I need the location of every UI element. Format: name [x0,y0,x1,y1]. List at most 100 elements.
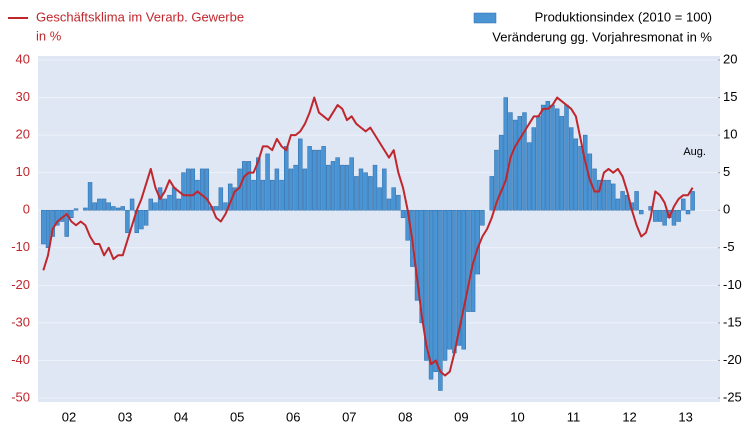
bar [601,179,607,211]
bar [639,209,644,215]
plot-area [38,56,720,402]
bar [50,209,55,237]
bar [611,183,616,211]
bar [83,207,88,211]
bar [382,168,387,211]
bar [55,209,60,226]
bar [176,198,182,211]
x-tick-label: 10 [510,409,524,424]
line [42,96,694,377]
y-tick-label: 20 [16,127,30,142]
y2-tick-label: -20 [723,352,742,367]
bar [41,209,46,245]
bar [185,168,191,211]
bar [634,191,639,211]
bar [279,179,284,211]
bar [480,209,485,226]
bar [690,191,695,211]
bar [204,168,210,211]
bar [190,168,196,211]
bar [582,134,588,211]
y-tick-label: -10 [11,239,30,254]
bar [73,208,79,211]
y2-axis-label: Veränderung gg. Vorjahresmonat in % [492,29,712,44]
x-tick-label: 13 [678,409,692,424]
bar [615,198,621,211]
bar [241,161,247,211]
bar [106,202,111,211]
y-tick-label: -30 [11,314,30,329]
bar [349,157,354,211]
y-axis-label: in % [36,28,62,43]
bar [676,209,681,222]
bar [391,187,396,211]
bar [657,209,663,222]
bar [129,198,135,211]
bar [428,209,434,380]
y-tick-label: 0 [23,202,30,217]
bar [671,209,677,226]
bar [260,179,266,211]
bar [335,157,340,211]
bar [288,168,294,211]
y2-tick-label: -15 [723,314,742,329]
bar [550,104,555,211]
x-tick-label: 03 [118,409,132,424]
bar [419,209,424,324]
bar [461,209,466,350]
bar [358,168,364,211]
bar [372,164,378,211]
bar [489,176,494,211]
bar [452,209,457,354]
bar [559,116,565,211]
bar [536,116,541,211]
y-tick-label: -20 [11,277,30,292]
legend-swatch [473,12,497,24]
bar [148,198,153,211]
bar [64,209,69,237]
bar [293,164,298,211]
bar [662,209,667,226]
bar [246,161,252,211]
bar [363,172,368,211]
bar [578,146,583,211]
bar [115,207,121,211]
bar [167,194,172,211]
bar [456,209,462,346]
bar [171,187,177,211]
bar [354,176,359,211]
bar [125,209,130,234]
bar [181,172,186,211]
bar [298,138,303,211]
bar [681,198,686,211]
bar [568,127,574,211]
bar [139,209,144,230]
bar [597,179,602,211]
bar [466,209,471,312]
bar [564,104,569,211]
bar [223,202,228,211]
bar [685,209,691,215]
bar [522,112,527,211]
bar [256,157,261,211]
bar [442,209,448,361]
bar [218,187,224,211]
bar [199,168,205,211]
bar [433,209,438,372]
y-tick-label: 30 [16,89,30,104]
y2-tick-label: 10 [723,127,737,142]
bar [531,127,537,211]
y-tick-label: 10 [16,164,30,179]
bar [386,198,392,211]
bar [340,164,345,211]
bar [251,179,256,211]
x-tick-label: 07 [342,409,356,424]
bar [270,179,275,211]
bar [447,209,452,350]
bar [517,116,523,211]
bar [494,149,499,211]
bar [316,149,322,211]
bar [45,209,51,249]
bar [438,209,443,391]
